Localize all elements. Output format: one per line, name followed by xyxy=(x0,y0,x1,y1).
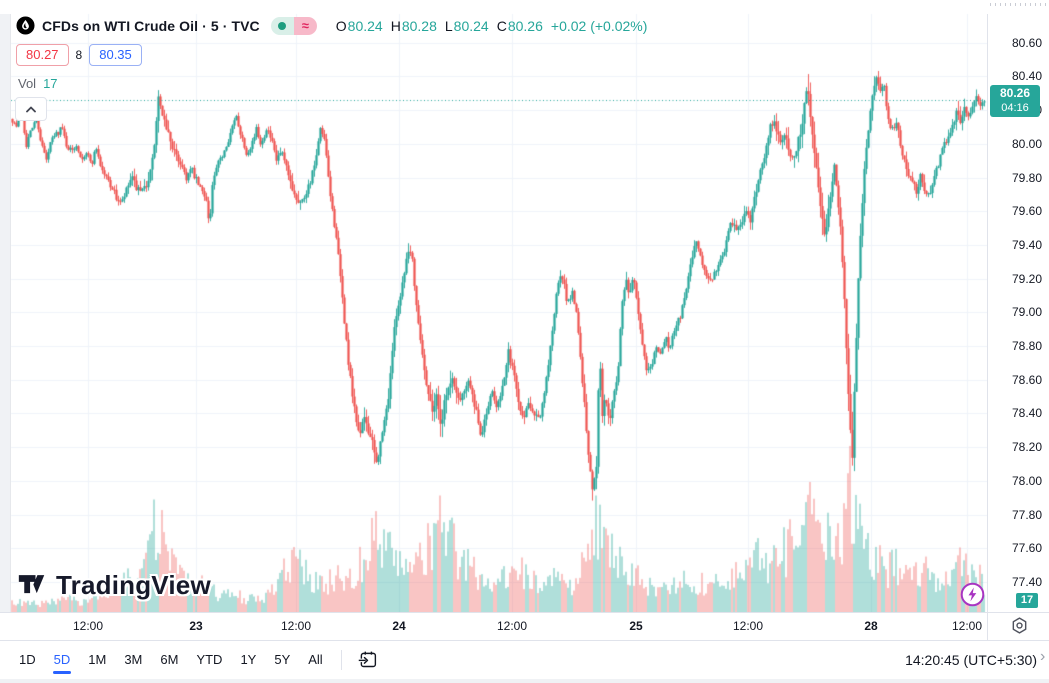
price-tick-label: 78.20 xyxy=(1011,440,1042,455)
price-tick-label: 77.80 xyxy=(1011,507,1042,522)
time-tick-day-label: 25 xyxy=(629,619,643,633)
market-open-dot-icon[interactable] xyxy=(270,16,294,35)
bottom-edge-strip xyxy=(0,679,1049,683)
delayed-data-icon[interactable]: ≈ xyxy=(293,16,317,35)
price-axis[interactable]: 80.26 04:16 17 80.6080.4080.2080.0079.80… xyxy=(987,14,1049,612)
chevron-up-icon xyxy=(26,106,36,112)
time-tick-day-label: 28 xyxy=(864,619,878,633)
last-price-badge: 80.26 04:16 xyxy=(990,85,1040,117)
symbol-legend: CFDs on WTI Crude Oil · 5 · TVC ≈ O 80.24… xyxy=(16,16,647,35)
last-volume-badge: 17 xyxy=(1016,593,1038,608)
watermark-text: TradingView xyxy=(56,570,211,600)
bottom-toolbar: 1D 5D 1M 3M 6M YTD 1Y 5Y All 14:20:45 (UTC+5:30) xyxy=(0,640,1049,678)
range-tab-all[interactable]: All xyxy=(299,647,331,672)
time-tick-day-label: 23 xyxy=(189,619,203,633)
session-clock[interactable]: 14:20:45 (UTC+5:30) xyxy=(905,651,1037,668)
axis-corner-separator xyxy=(987,613,988,641)
gear-settings-icon[interactable] xyxy=(1010,616,1029,640)
ohlc-values: O 80.24 H 80.28 L 80.24 C 80.26 +0.02 (+0.02… xyxy=(336,18,648,34)
price-tick-label: 78.40 xyxy=(1011,406,1042,421)
close-label: C xyxy=(496,17,507,34)
low-value: 80.24 xyxy=(453,17,489,34)
price-tick-label: 78.60 xyxy=(1011,372,1042,387)
volume-legend: Vol 17 xyxy=(18,76,58,91)
price-tick-label: 80.40 xyxy=(1011,69,1042,84)
time-tick-label: 12:00 xyxy=(280,619,312,633)
price-tick-label: 79.00 xyxy=(1011,305,1042,320)
close-value: 80.26 xyxy=(507,17,543,34)
time-tick-label: 12:00 xyxy=(732,619,764,633)
collapse-legend-button[interactable] xyxy=(15,97,47,121)
price-tick-label: 79.40 xyxy=(1011,237,1042,252)
lightning-mode-icon[interactable] xyxy=(960,582,985,612)
bid-price-button[interactable]: 80.27 xyxy=(16,44,69,66)
last-price-value: 80.26 xyxy=(999,86,1031,100)
tradingview-watermark-link[interactable]: TradingView xyxy=(18,570,211,601)
crude-oil-logo-icon xyxy=(16,16,35,35)
volume-label: Vol xyxy=(18,76,37,91)
symbol-title[interactable]: CFDs on WTI Crude Oil · 5 · TVC xyxy=(42,17,260,34)
ask-price-button[interactable]: 80.35 xyxy=(89,44,142,66)
range-tab-ytd[interactable]: YTD xyxy=(187,647,231,672)
price-tick-label: 77.40 xyxy=(1011,574,1042,589)
price-tick-label: 80.60 xyxy=(1011,35,1042,50)
high-label: H xyxy=(390,17,401,34)
left-edge-strip xyxy=(0,14,11,612)
range-tab-3m[interactable]: 3M xyxy=(115,647,151,672)
time-tick-label: 12:00 xyxy=(72,619,104,633)
price-tick-label: 79.60 xyxy=(1011,204,1042,219)
range-tab-1m[interactable]: 1M xyxy=(79,647,115,672)
bid-ask-row: 80.27 8 80.35 xyxy=(16,44,142,66)
range-tab-6m[interactable]: 6M xyxy=(151,647,187,672)
range-tab-1d[interactable]: 1D xyxy=(10,647,45,672)
price-tick-label: 78.80 xyxy=(1011,339,1042,353)
price-tick-label: 78.00 xyxy=(1011,473,1042,488)
price-tick-label: 77.60 xyxy=(1011,541,1042,556)
price-tick-label: 80.00 xyxy=(1011,136,1042,151)
spread-value: 8 xyxy=(75,48,83,62)
calendar-goto-icon xyxy=(358,651,376,668)
tradingview-logo-icon xyxy=(18,574,45,593)
time-tick-label: 12:00 xyxy=(951,619,983,633)
high-value: 80.28 xyxy=(401,17,437,34)
change-value: +0.02 (+0.02%) xyxy=(550,17,648,34)
open-value: 80.24 xyxy=(347,17,383,34)
go-to-date-button[interactable] xyxy=(351,647,384,672)
open-label: O xyxy=(335,17,347,34)
price-tick-label: 79.20 xyxy=(1011,271,1042,286)
bar-countdown: 04:16 xyxy=(1001,102,1029,114)
range-tab-5y[interactable]: 5Y xyxy=(265,647,299,672)
time-axis[interactable]: 12:00 23 12:00 24 12:00 25 12:00 28 12:00 xyxy=(0,612,1049,641)
volume-value: 17 xyxy=(43,76,58,91)
toolbar-divider xyxy=(340,649,342,670)
price-chart-canvas[interactable] xyxy=(0,0,987,612)
price-tick-label: 79.80 xyxy=(1011,170,1042,185)
range-tab-5d[interactable]: 5D xyxy=(45,647,80,672)
range-tab-1y[interactable]: 1Y xyxy=(231,647,265,672)
toolbar-expand-chevron-icon[interactable]: › xyxy=(1040,648,1046,665)
time-tick-label: 12:00 xyxy=(496,619,528,633)
market-status-badges[interactable]: ≈ xyxy=(270,16,317,35)
low-label: L xyxy=(444,17,453,34)
time-tick-day-label: 24 xyxy=(392,619,406,633)
